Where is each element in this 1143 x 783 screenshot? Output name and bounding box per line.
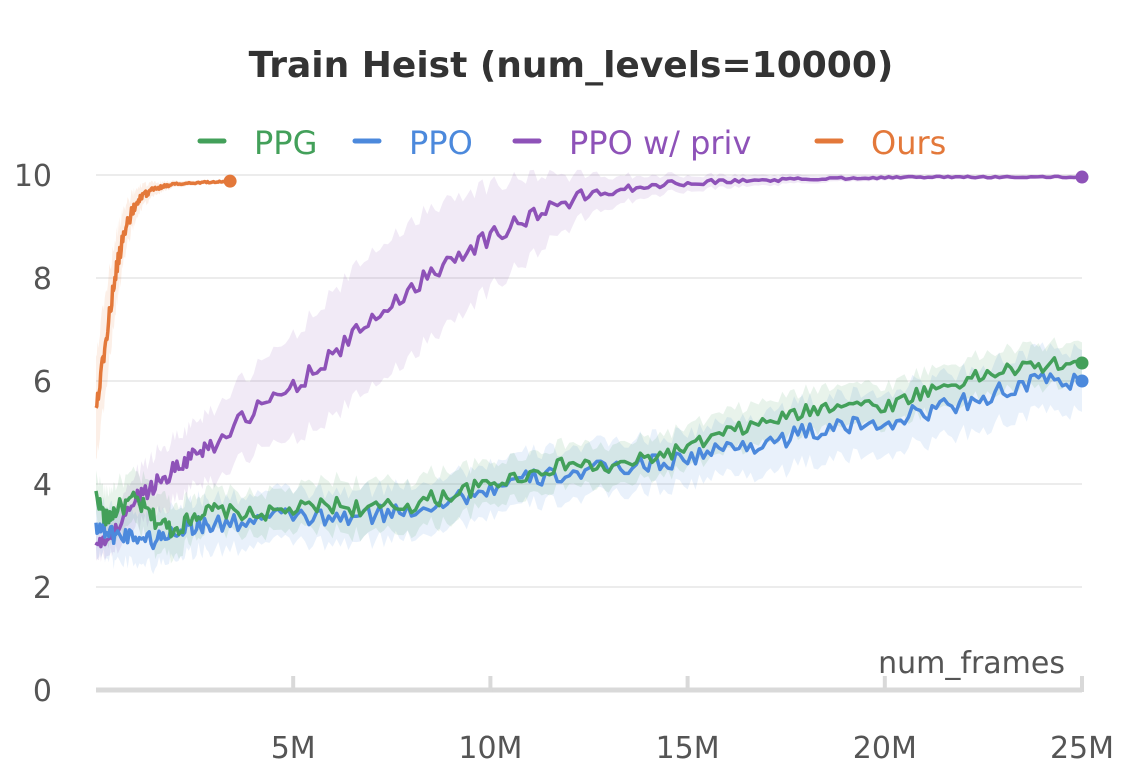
x-tick-label: 25M [1050, 731, 1114, 766]
y-tick-label: 4 [33, 468, 52, 503]
confidence-bands [96, 169, 1082, 575]
legend-label: PPG [254, 124, 317, 162]
line-ours [94, 178, 231, 409]
y-tick-label: 0 [33, 674, 52, 709]
legend-label: Ours [871, 124, 946, 162]
y-tick-label: 8 [33, 262, 52, 297]
line-ppo-w-priv [94, 174, 1082, 549]
y-tick-label: 10 [14, 159, 52, 194]
x-tick-label: 5M [271, 731, 316, 766]
y-axis: 0 2 4 6 8 10 [14, 159, 52, 709]
chart-title: Train Heist (num_levels=10000) [249, 45, 894, 86]
x-axis-label: num_frames [878, 646, 1065, 681]
x-tick-label: 15M [656, 731, 720, 766]
legend-item-ppo[interactable]: PPO [352, 124, 473, 162]
legend-item-ppg[interactable]: PPG [197, 124, 317, 162]
series-endpoints [223, 170, 1089, 388]
line-ppg [94, 356, 1083, 539]
endpoint-ppg[interactable] [1075, 356, 1089, 370]
series-lines [94, 174, 1083, 551]
legend-label: PPO [409, 124, 473, 162]
legend-item-ppo-w-priv[interactable]: PPO w/ priv [512, 124, 751, 162]
endpoint-ppo[interactable] [1075, 374, 1089, 388]
y-tick-label: 6 [33, 365, 52, 400]
legend-label: PPO w/ priv [569, 124, 751, 162]
band-ppo-w-priv [96, 169, 1082, 562]
endpoint-ours[interactable] [223, 174, 237, 188]
x-tick-label: 10M [458, 731, 522, 766]
x-tick-label: 20M [853, 731, 917, 766]
endpoint-ppo-w-priv[interactable] [1075, 170, 1089, 184]
legend: PPG PPO PPO w/ priv Ours [197, 124, 946, 162]
legend-item-ours[interactable]: Ours [814, 124, 946, 162]
y-tick-label: 2 [33, 571, 52, 606]
grid [96, 174, 1082, 588]
x-axis: 5M 10M 15M 20M 25M [96, 676, 1114, 766]
